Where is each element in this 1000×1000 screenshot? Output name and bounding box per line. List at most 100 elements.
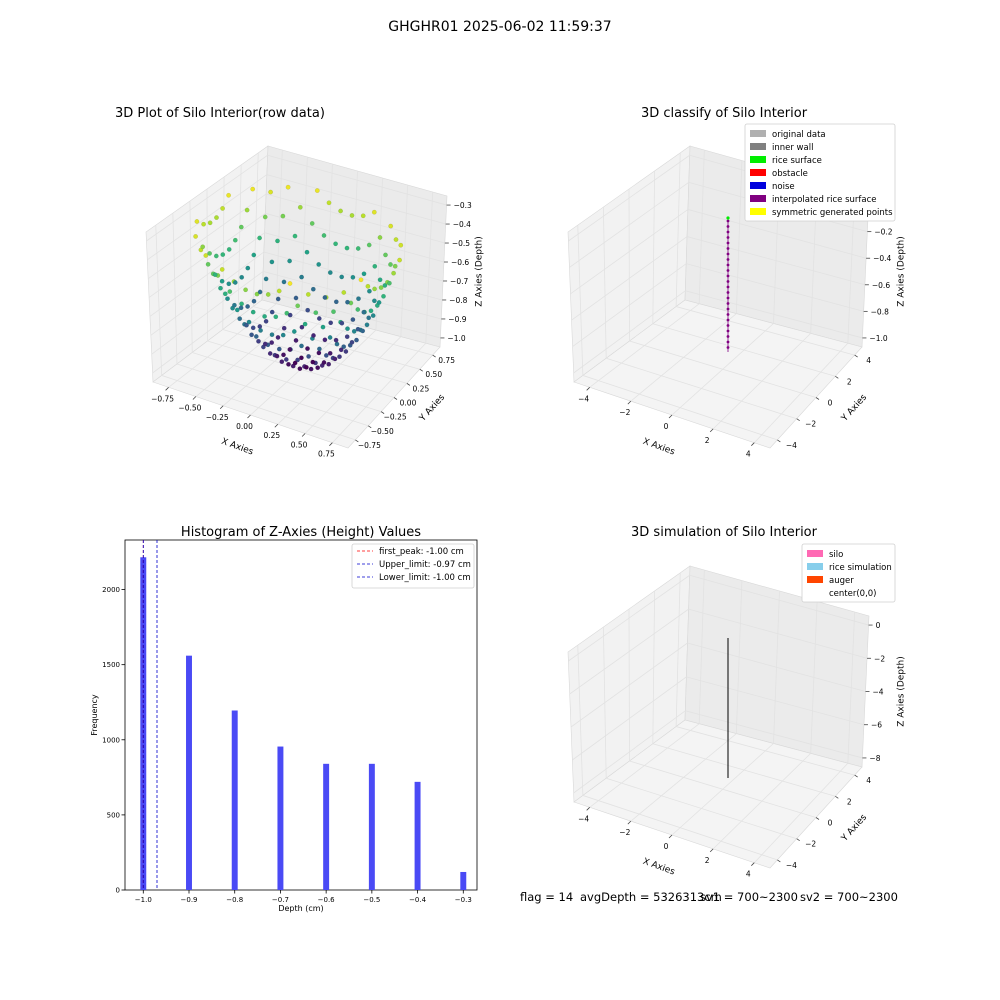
- z-tick-label: −2: [874, 654, 885, 663]
- wall-grid-x: [425, 191, 434, 344]
- raw-point: [327, 350, 333, 356]
- raw-point: [326, 361, 332, 367]
- legend-swatch: [807, 576, 823, 583]
- floor-grid-y: [676, 726, 855, 776]
- wall-grid-y: [577, 225, 584, 376]
- raw-point: [293, 338, 299, 343]
- raw-point: [372, 298, 377, 304]
- wall-grid-y: [237, 164, 242, 319]
- raw-point: [295, 357, 300, 363]
- raw-point: [284, 310, 290, 316]
- y-tick-label: 4: [866, 356, 871, 365]
- wall-grid-z: [573, 710, 686, 794]
- raw-point: [345, 326, 350, 332]
- z-tick-label: −0.6: [872, 281, 890, 290]
- wall-grid-x: [325, 163, 333, 317]
- y-tick-label: 0.50: [425, 370, 442, 379]
- wall-grid-z: [267, 154, 447, 206]
- y-axis-label: Y Axies: [417, 392, 447, 424]
- y-tick-label: 0.75: [438, 356, 455, 365]
- hist-y-tick-label: 500: [107, 811, 120, 819]
- raw-point: [239, 274, 245, 280]
- raw-point: [281, 325, 287, 331]
- raw-point: [364, 322, 370, 328]
- raw-point: [225, 296, 230, 302]
- raw-point: [304, 364, 309, 370]
- wall-grid-x: [735, 160, 743, 314]
- classify-plot-title: 3D classify of Silo Interior: [641, 106, 808, 121]
- raw-point: [220, 252, 226, 257]
- wall-grid-z: [689, 574, 869, 626]
- hist-x-tick-label: −0.5: [363, 896, 380, 904]
- raw-point: [268, 189, 273, 195]
- raw-point: [253, 334, 259, 339]
- z-tick-label: −1.0: [869, 334, 887, 343]
- legend-swatch: [750, 130, 766, 137]
- simulation-plot-title: 3D simulation of Silo Interior: [631, 525, 818, 540]
- floor-grid-y: [253, 306, 433, 356]
- raw-point: [245, 265, 251, 271]
- raw-point: [263, 318, 269, 324]
- raw-point: [310, 359, 316, 365]
- x-tick-label: −0.75: [151, 394, 174, 403]
- wall-grid-y: [252, 152, 259, 307]
- raw-point: [366, 315, 372, 321]
- histogram-bar: [368, 763, 375, 890]
- raw-point: [387, 280, 392, 286]
- hist-y-tick-label: 0: [116, 887, 120, 895]
- raw-point: [262, 341, 268, 347]
- raw-point: [212, 272, 218, 278]
- raw-point: [315, 365, 321, 371]
- wall-grid-x: [698, 149, 705, 304]
- hist-legend-label: first_peak: -1.00 cm: [379, 547, 464, 557]
- raw-point: [344, 334, 350, 340]
- y-tick: [815, 817, 820, 820]
- simulation-3d-plot: −4 −2 0 2 4 X Axies −4 −2 0 2 4 Y Axies 0 −2 −4 −6 −8 Z A…: [567, 543, 907, 879]
- wall-grid-z: [687, 209, 867, 259]
- legend-swatch: [750, 208, 766, 215]
- x-tick-label: 4: [746, 450, 751, 459]
- wall-grid-z: [572, 263, 687, 347]
- raw-point: [297, 204, 303, 210]
- floor-grid-y: [652, 323, 836, 377]
- wall-grid-y: [652, 170, 656, 324]
- wall-grid-z: [266, 193, 445, 244]
- raw-point: [193, 234, 198, 239]
- floor-grid-y: [629, 340, 817, 398]
- y-tick-label: 2: [847, 377, 852, 386]
- raw-point: [250, 309, 256, 315]
- raw-point: [383, 252, 388, 258]
- wall-grid-z: [571, 236, 688, 321]
- raw-point: [276, 346, 282, 352]
- legend-label: rice simulation: [829, 563, 892, 573]
- hist-x-tick-label: −1.0: [135, 896, 152, 904]
- wall-grid-x: [300, 156, 308, 311]
- y-tick: [796, 418, 800, 422]
- raw-point: [237, 316, 243, 322]
- raw-point: [281, 352, 286, 358]
- raw-point: [222, 291, 228, 297]
- y-tick: [835, 375, 839, 379]
- raw-point: [226, 281, 232, 287]
- raw-point: [246, 319, 252, 325]
- raw-point: [316, 350, 322, 356]
- floor-grid-y: [176, 363, 369, 427]
- raw-point: [378, 285, 384, 290]
- raw-point: [262, 214, 268, 220]
- raw-point: [257, 235, 262, 241]
- raw-point: [250, 325, 256, 331]
- raw-point: [267, 351, 273, 356]
- raw-point: [366, 242, 372, 248]
- raw-point: [279, 359, 285, 365]
- status-flag: flag = 14: [520, 890, 573, 904]
- figure-suptitle: GHGHR01 2025-06-02 11:59:37: [388, 19, 611, 35]
- z-tick-label: −0.8: [449, 296, 467, 305]
- raw-point: [332, 356, 338, 362]
- raw-point: [299, 355, 304, 361]
- floor-grid-y: [222, 329, 407, 384]
- z-tick-label: −0.8: [871, 307, 889, 316]
- y-tick-label: 4: [866, 776, 871, 785]
- raw-point: [232, 280, 238, 285]
- raw-point: [305, 292, 311, 297]
